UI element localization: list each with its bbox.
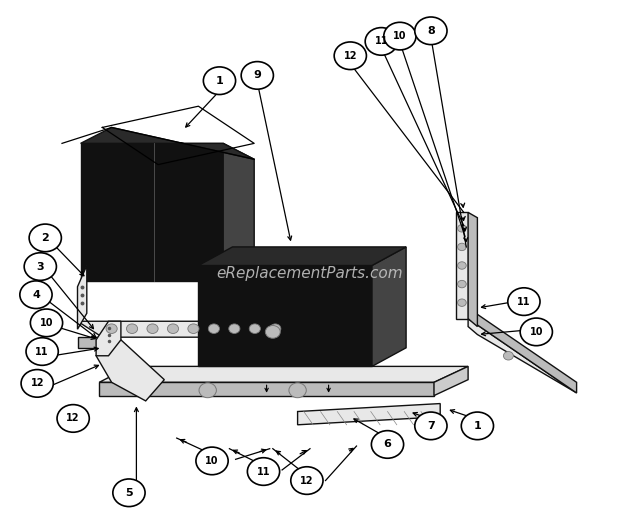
Circle shape — [458, 280, 466, 288]
Text: 12: 12 — [343, 51, 357, 61]
Polygon shape — [81, 127, 254, 159]
Text: 2: 2 — [42, 233, 49, 243]
Polygon shape — [78, 321, 347, 337]
Text: 1: 1 — [216, 76, 223, 85]
Polygon shape — [96, 340, 164, 401]
Circle shape — [57, 405, 89, 432]
Text: 10: 10 — [40, 318, 53, 328]
Polygon shape — [298, 404, 440, 425]
Polygon shape — [372, 247, 406, 366]
Circle shape — [196, 447, 228, 475]
Polygon shape — [468, 319, 577, 393]
Circle shape — [508, 288, 540, 315]
Circle shape — [371, 431, 404, 458]
Polygon shape — [434, 366, 468, 396]
Text: 12: 12 — [30, 379, 44, 388]
Circle shape — [247, 458, 280, 485]
Circle shape — [203, 67, 236, 95]
Circle shape — [503, 352, 513, 360]
Polygon shape — [78, 266, 87, 329]
Text: 1: 1 — [474, 421, 481, 431]
Circle shape — [199, 383, 216, 398]
Polygon shape — [81, 143, 223, 281]
Circle shape — [249, 324, 260, 333]
Polygon shape — [99, 366, 468, 382]
Text: 9: 9 — [254, 71, 261, 80]
Text: 11: 11 — [257, 467, 270, 476]
Circle shape — [415, 17, 447, 45]
Circle shape — [24, 253, 56, 280]
Circle shape — [21, 370, 53, 397]
Text: eReplacementParts.com: eReplacementParts.com — [216, 266, 404, 281]
Polygon shape — [223, 143, 254, 297]
Circle shape — [167, 324, 179, 333]
Text: 6: 6 — [384, 440, 391, 449]
Circle shape — [126, 324, 138, 333]
Circle shape — [208, 324, 219, 333]
Circle shape — [270, 324, 281, 333]
Circle shape — [291, 467, 323, 494]
Text: 10: 10 — [529, 327, 543, 337]
Circle shape — [30, 309, 63, 337]
Polygon shape — [198, 247, 406, 266]
Circle shape — [241, 62, 273, 89]
Polygon shape — [456, 212, 468, 319]
Text: 7: 7 — [427, 421, 435, 431]
Circle shape — [29, 224, 61, 252]
Circle shape — [458, 225, 466, 232]
Text: 10: 10 — [205, 456, 219, 466]
Circle shape — [106, 324, 117, 333]
Text: 4: 4 — [32, 290, 40, 299]
Circle shape — [188, 324, 199, 333]
Polygon shape — [99, 382, 434, 396]
Polygon shape — [78, 337, 102, 348]
Circle shape — [384, 22, 416, 50]
Circle shape — [415, 412, 447, 440]
Polygon shape — [468, 212, 477, 327]
Text: 5: 5 — [125, 488, 133, 498]
Circle shape — [458, 243, 466, 251]
Circle shape — [265, 326, 280, 338]
Text: 3: 3 — [37, 262, 44, 271]
Text: 8: 8 — [427, 26, 435, 36]
Circle shape — [229, 324, 240, 333]
Circle shape — [334, 42, 366, 70]
Circle shape — [20, 281, 52, 309]
Circle shape — [458, 262, 466, 269]
Circle shape — [289, 383, 306, 398]
Circle shape — [147, 324, 158, 333]
Circle shape — [520, 318, 552, 346]
Circle shape — [461, 412, 494, 440]
Circle shape — [113, 479, 145, 507]
Text: 11: 11 — [374, 37, 388, 46]
Text: 12: 12 — [66, 414, 80, 423]
Circle shape — [26, 338, 58, 365]
Text: 11: 11 — [517, 297, 531, 306]
Polygon shape — [96, 321, 121, 356]
Circle shape — [458, 299, 466, 306]
Polygon shape — [468, 308, 577, 393]
Circle shape — [365, 28, 397, 55]
Text: 11: 11 — [35, 347, 49, 356]
Text: 12: 12 — [300, 476, 314, 485]
Text: 10: 10 — [393, 31, 407, 41]
Polygon shape — [198, 266, 372, 366]
